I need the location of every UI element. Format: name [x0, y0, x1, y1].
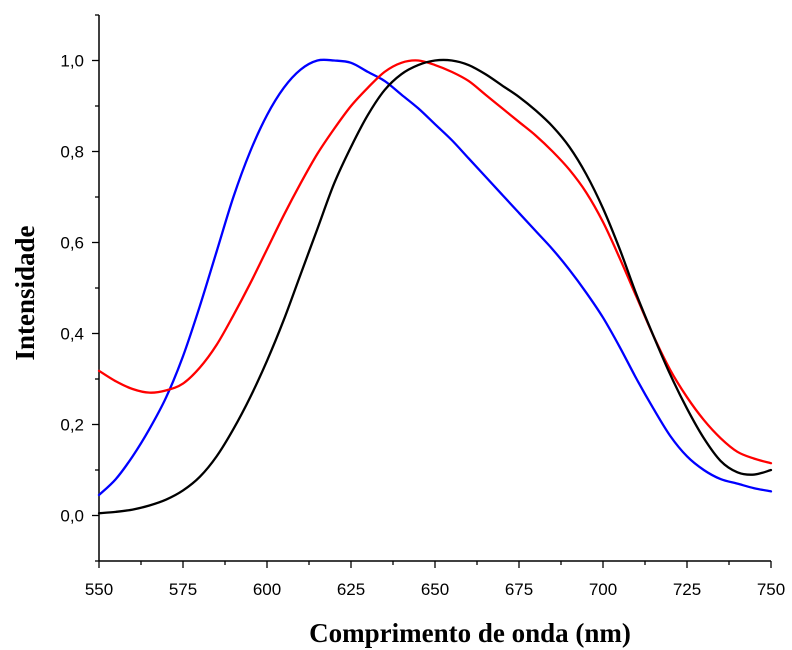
y-tick-label: 0,8: [60, 143, 84, 162]
y-tick-label: 0,2: [60, 416, 84, 435]
y-tick-label: 0,4: [60, 325, 84, 344]
x-tick-label: 650: [421, 580, 449, 599]
series-layer: [97, 58, 773, 515]
x-tick-label: 750: [757, 580, 785, 599]
x-tick-label: 725: [673, 580, 701, 599]
x-tick-label: 550: [85, 580, 113, 599]
series-line-3: [97, 58, 773, 515]
y-axis-title: Intensidade: [10, 225, 40, 360]
y-axis-ticks: 0,0 0,2 0,4 0,6 0,8 1,0: [60, 14, 99, 562]
x-tick-label: 675: [505, 580, 533, 599]
x-tick-label: 700: [589, 580, 617, 599]
x-tick-label: 625: [337, 580, 365, 599]
x-axis-title: Comprimento de onda (nm): [309, 618, 631, 648]
axes: [98, 15, 771, 562]
x-axis-ticks: 550 575 600 625 650 675 700 725 750: [85, 561, 785, 599]
y-tick-label: 1,0: [60, 52, 84, 71]
series-line-2: [97, 59, 773, 465]
x-tick-label: 600: [253, 580, 281, 599]
x-tick-label: 575: [169, 580, 197, 599]
y-tick-label: 0,0: [60, 507, 84, 526]
series-line-1: [97, 58, 773, 497]
y-tick-label: 0,6: [60, 234, 84, 253]
